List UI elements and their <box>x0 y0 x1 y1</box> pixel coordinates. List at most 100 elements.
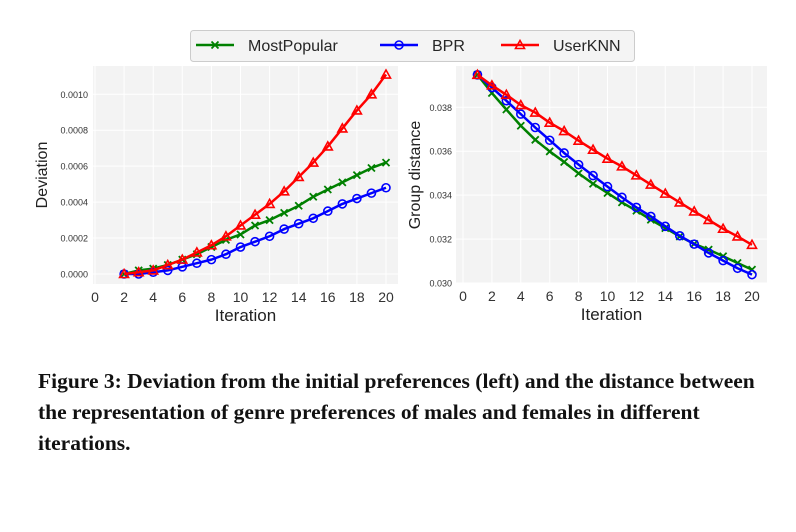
data-point-marker <box>587 143 599 154</box>
data-point-marker <box>601 152 614 163</box>
data-point-marker <box>530 122 541 133</box>
legend-marker <box>514 38 526 50</box>
data-point-marker <box>545 147 554 156</box>
figure-caption: Figure 3: Deviation from the initial pre… <box>38 369 755 455</box>
legend-item-bpr: BPR <box>380 38 465 55</box>
y-tick-label: 0.038 <box>429 103 452 113</box>
data-point-marker <box>516 121 525 130</box>
data-point-marker <box>602 181 613 192</box>
series-line <box>123 73 388 276</box>
data-point-marker <box>747 269 757 280</box>
data-point-marker <box>265 215 274 225</box>
x-tick-label: 18 <box>715 288 731 304</box>
data-point-marker <box>630 169 643 180</box>
data-point-marker <box>336 122 349 133</box>
data-point-marker <box>235 242 246 252</box>
data-point-marker <box>280 208 289 218</box>
data-point-marker <box>514 98 527 110</box>
data-point-marker <box>366 188 377 198</box>
data-point-marker <box>352 193 362 204</box>
data-point-marker <box>161 258 174 270</box>
data-point-marker <box>689 239 700 249</box>
x-tick-label: 12 <box>262 289 278 305</box>
data-point-marker <box>688 205 701 216</box>
x-tick-label: 12 <box>629 288 645 304</box>
data-point-marker <box>221 249 231 260</box>
group-distance-chart: 0 2 4 6 8 10 12 14 16 18 20 0.030 0.032 0.034 0.036 0.0… <box>407 66 767 324</box>
data-point-marker <box>644 178 657 189</box>
data-point-marker <box>323 185 332 194</box>
y-axis-label: Group distance <box>407 121 424 230</box>
y-tick-label: 0.0000 <box>60 270 88 280</box>
data-point-marker <box>351 104 363 115</box>
data-point-marker <box>294 201 303 210</box>
data-point-marker <box>176 253 189 264</box>
data-point-marker <box>365 88 378 99</box>
data-point-marker <box>531 135 540 144</box>
data-point-marker <box>192 258 202 269</box>
series-bpr <box>119 182 391 279</box>
data-point-marker <box>703 248 714 258</box>
y-tick-label: 0.0004 <box>60 198 88 208</box>
data-point-marker <box>631 202 642 213</box>
x-tick-label: 6 <box>546 288 554 304</box>
data-point-marker <box>264 231 275 242</box>
data-point-marker <box>731 230 744 241</box>
data-point-marker <box>574 169 583 178</box>
x-tick-label: 14 <box>291 289 307 305</box>
data-point-marker <box>352 171 362 180</box>
data-point-marker <box>673 196 686 207</box>
data-point-marker <box>263 197 276 209</box>
data-point-marker <box>190 246 203 257</box>
legend-item-mostpopular: MostPopular <box>196 38 338 55</box>
data-point-marker <box>558 124 571 136</box>
data-point-marker <box>367 163 376 173</box>
data-point-marker <box>162 265 173 276</box>
x-tick-label: 20 <box>378 289 394 305</box>
data-point-marker <box>559 148 569 158</box>
x-tick-label: 4 <box>517 288 525 304</box>
x-tick-label: 10 <box>600 288 616 304</box>
data-point-marker <box>718 255 728 266</box>
data-point-marker <box>646 211 656 222</box>
data-point-marker <box>250 221 260 230</box>
data-point-marker <box>659 187 672 198</box>
x-tick-label: 8 <box>575 288 583 304</box>
data-point-marker <box>381 158 391 167</box>
data-point-marker <box>292 170 305 182</box>
legend-marker <box>210 40 220 50</box>
data-point-marker <box>717 222 729 234</box>
legend-marker <box>394 40 404 50</box>
data-point-marker <box>234 219 247 230</box>
data-point-marker <box>616 160 628 171</box>
legend-label: UserKNN <box>553 38 621 55</box>
data-point-marker <box>486 79 498 90</box>
y-tick-label: 0.0010 <box>60 90 88 100</box>
x-tick-label: 18 <box>349 289 365 305</box>
data-point-marker <box>278 185 291 196</box>
data-point-marker <box>502 105 511 114</box>
data-point-marker <box>543 116 556 127</box>
y-tick-label: 0.032 <box>429 235 452 245</box>
data-point-marker <box>338 178 347 187</box>
y-tick-label: 0.036 <box>429 147 452 157</box>
data-point-marker <box>118 267 130 279</box>
legend-item-userknn: UserKNN <box>501 38 621 55</box>
data-point-marker <box>515 109 526 119</box>
x-tick-label: 2 <box>120 289 128 305</box>
data-point-marker <box>746 238 758 250</box>
x-tick-label: 14 <box>658 288 674 304</box>
legend-label: BPR <box>432 38 465 55</box>
y-tick-label: 0.0006 <box>60 162 88 172</box>
x-tick-label: 0 <box>91 289 99 305</box>
x-tick-label: 4 <box>149 289 157 305</box>
plot-area <box>93 66 398 284</box>
data-point-marker <box>293 218 304 229</box>
series-line <box>476 73 753 276</box>
data-point-marker <box>279 224 289 234</box>
x-tick-label: 0 <box>459 288 467 304</box>
data-point-marker <box>337 199 348 209</box>
data-point-marker <box>380 68 392 79</box>
